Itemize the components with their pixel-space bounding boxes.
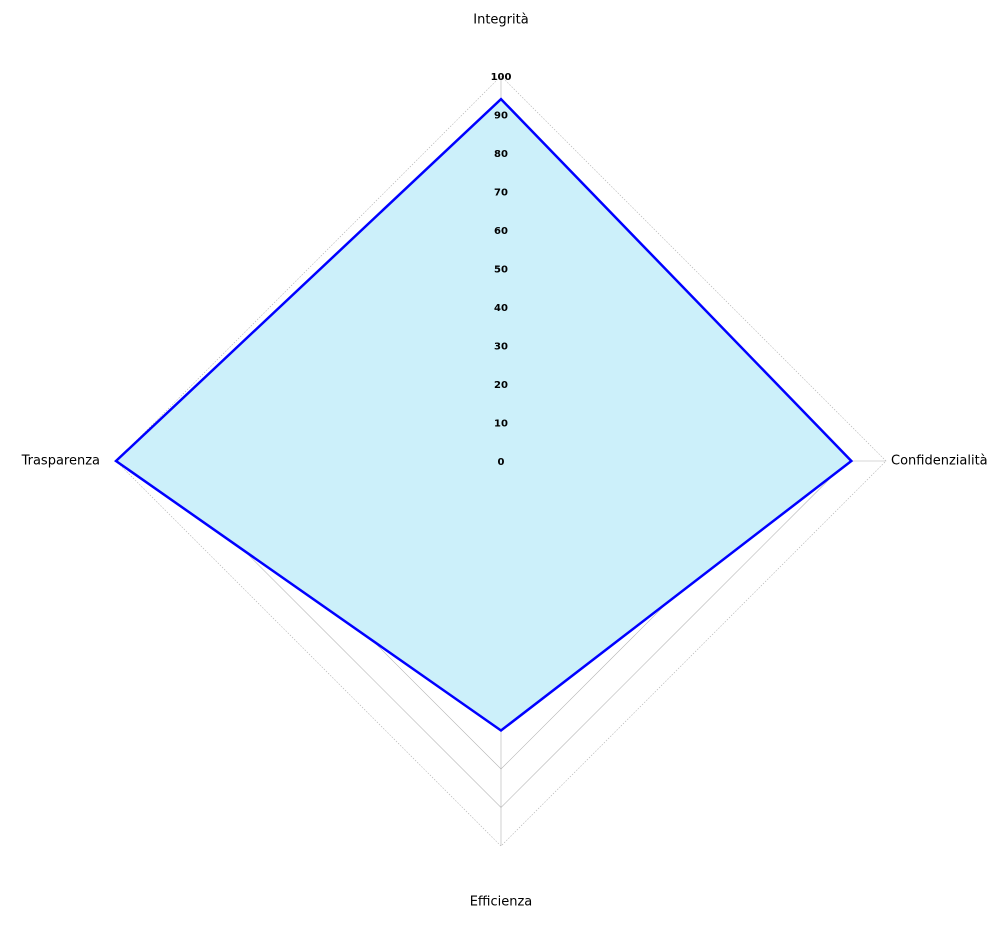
tick-label-20: 20 [494, 380, 508, 391]
axis-label-2: Confidenzialità [891, 454, 988, 469]
tick-label-30: 30 [494, 342, 508, 353]
tick-label-0: 0 [498, 457, 505, 468]
axis-label-1: Integrità [473, 13, 528, 28]
tick-label-50: 50 [494, 265, 508, 276]
radar-tick-labels: 0 10 20 30 40 50 60 70 80 90 100 [491, 72, 512, 468]
tick-label-10: 10 [494, 419, 508, 430]
radar-series [114, 97, 854, 733]
tick-label-80: 80 [494, 149, 508, 160]
axis-label-3: Efficienza [470, 895, 533, 910]
tick-label-70: 70 [494, 188, 508, 199]
tick-label-100: 100 [491, 72, 512, 83]
tick-label-40: 40 [494, 303, 508, 314]
tick-label-60: 60 [494, 226, 508, 237]
radar-axis-labels: Integrità Confidenzialità Efficienza Traspa… [21, 13, 988, 910]
tick-label-90: 90 [494, 111, 508, 122]
axis-label-4: Trasparenza [21, 454, 100, 469]
series-area-1 [114, 97, 854, 733]
